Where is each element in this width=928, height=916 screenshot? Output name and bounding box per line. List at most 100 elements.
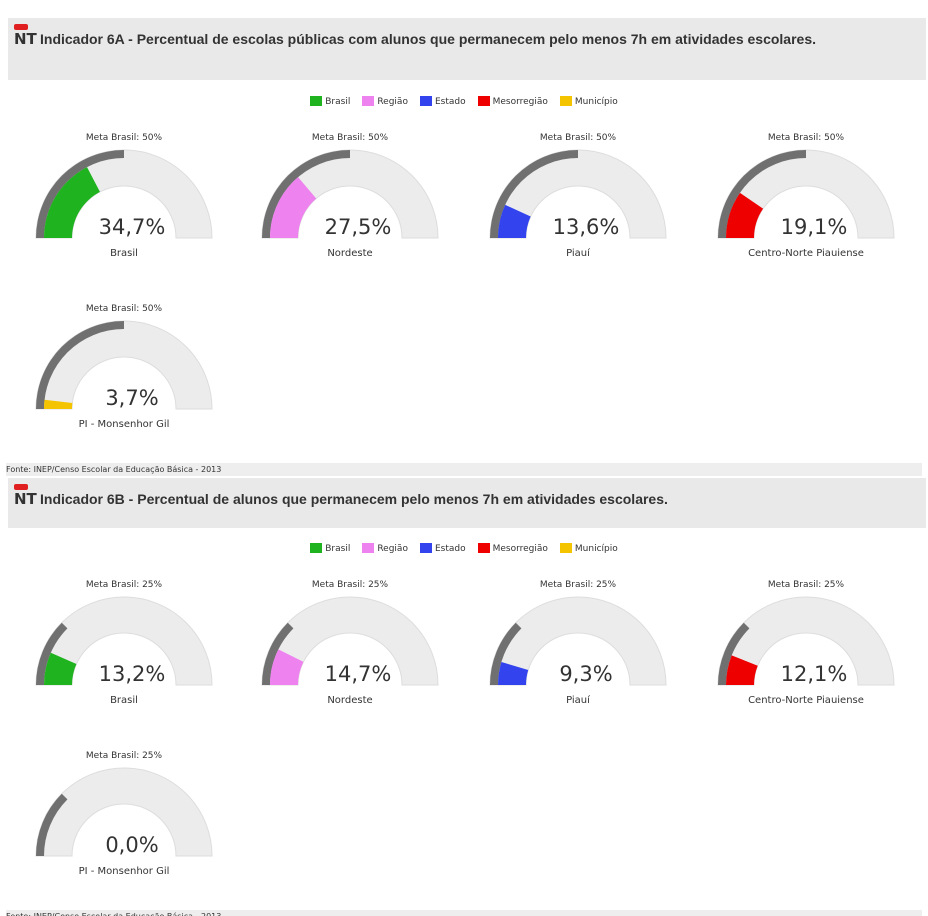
goal-arc <box>490 622 522 685</box>
goal-label: Meta Brasil: 50% <box>86 133 163 143</box>
goal-label: Meta Brasil: 25% <box>312 580 389 590</box>
gauge-name: Piauí <box>566 694 591 706</box>
legend-item: Brasil <box>310 543 351 554</box>
goal-arc <box>36 793 68 856</box>
gauge-name: Brasil <box>110 248 138 259</box>
gauge-value <box>498 204 531 238</box>
legend-item: Região <box>362 96 408 107</box>
goal-arc <box>718 622 750 685</box>
legend-label: Brasil <box>325 96 351 107</box>
gauge-name: Brasil <box>110 695 138 706</box>
value-label: 12,1% <box>781 662 848 686</box>
gauge-track <box>261 596 439 686</box>
gauge-value <box>44 399 73 409</box>
gauge: Meta Brasil: 50% 34,7% Brasil <box>35 133 213 259</box>
gauge-track <box>35 596 213 686</box>
gauge: Meta Brasil: 25% 9,3% Piauí <box>489 580 667 706</box>
goal-label: Meta Brasil: 50% <box>312 133 389 143</box>
gauge-track <box>489 596 667 686</box>
value-label: 14,7% <box>325 662 392 686</box>
legend-swatch <box>559 96 572 106</box>
legend-swatch <box>559 543 572 553</box>
gauge-name: PI - Monsenhor Gil <box>79 419 170 430</box>
goal-label: Meta Brasil: 25% <box>86 580 163 590</box>
goal-arc <box>36 150 124 238</box>
goal-label: Meta Brasil: 25% <box>540 580 617 590</box>
badge-new <box>14 24 28 30</box>
legend-swatch <box>477 96 490 106</box>
value-label: 9,3% <box>559 662 612 686</box>
value-label: 19,1% <box>781 215 848 239</box>
gauge: Meta Brasil: 25% 13,2% Brasil <box>35 580 213 706</box>
goal-label: Meta Brasil: 50% <box>86 304 163 314</box>
goal-label: Meta Brasil: 50% <box>768 133 845 143</box>
legend-swatch <box>362 543 375 553</box>
legend-item: Município <box>559 96 618 107</box>
legend-item: Região <box>362 543 408 554</box>
badge-new <box>14 484 28 490</box>
gauge-value <box>498 661 529 685</box>
legend-swatch <box>310 543 323 553</box>
value-label: 34,7% <box>99 215 166 239</box>
legend-label: Brasil <box>325 543 351 554</box>
legend-swatch <box>362 96 375 106</box>
gauge-name: Nordeste <box>327 248 372 259</box>
legend-label: Mesorregião <box>492 96 548 107</box>
badge-text: NT <box>14 30 37 48</box>
gauge-value <box>726 655 758 685</box>
legend-label: Região <box>377 543 408 554</box>
gauge-track <box>717 596 895 686</box>
section-header: NT Indicador 6B - Percentual de alunos qu… <box>8 478 926 528</box>
legend-label: Município <box>574 543 618 554</box>
badge-text: NT <box>14 490 37 508</box>
legend-item: Município <box>559 543 618 554</box>
goal-arc <box>262 622 294 685</box>
gauge: Meta Brasil: 50% 13,6% Piauí <box>489 133 667 259</box>
gauge: Meta Brasil: 25% 12,1% Centro-Norte Piauie… <box>717 580 895 706</box>
legend: Brasil Região Estado Mesorregião Município <box>0 543 928 554</box>
goal-arc <box>262 150 350 238</box>
gauge-name: Centro-Norte Piauiense <box>748 695 864 706</box>
gauge-name: Nordeste <box>327 695 372 706</box>
goal-arc <box>36 622 68 685</box>
section-title: Indicador 6B - Percentual de alunos que … <box>40 491 668 507</box>
source-note: Fonte: INEP/Censo Escolar da Educação Bá… <box>6 910 922 916</box>
goal-arc <box>490 150 578 238</box>
goal-label: Meta Brasil: 25% <box>86 751 163 761</box>
value-label: 0,0% <box>105 833 158 857</box>
legend-item: Brasil <box>310 96 351 107</box>
gauge-name: Centro-Norte Piauiense <box>748 248 864 259</box>
gauge-value <box>270 649 304 685</box>
legend-item: Mesorregião <box>477 543 548 554</box>
legend-label: Estado <box>434 543 466 554</box>
gauge-value <box>44 167 100 238</box>
legend-item: Estado <box>419 96 466 107</box>
value-label: 27,5% <box>325 215 392 239</box>
gauge: Meta Brasil: 25% 0,0% PI - Monsenhor Gil <box>35 751 213 877</box>
goal-label: Meta Brasil: 25% <box>768 580 845 590</box>
gauge: Meta Brasil: 50% 3,7% PI - Monsenhor Gil <box>35 304 213 430</box>
gauge-value <box>44 652 77 685</box>
gauge-value <box>270 177 317 238</box>
badge: NT <box>14 484 38 508</box>
section-title: Indicador 6A - Percentual de escolas púb… <box>40 31 816 47</box>
value-label: 13,2% <box>99 662 166 686</box>
legend-swatch <box>310 96 323 106</box>
section-header: NT Indicador 6A - Percentual de escolas p… <box>8 18 926 80</box>
gauge-value <box>726 192 764 238</box>
legend-item: Estado <box>419 543 466 554</box>
goal-arc <box>718 150 806 238</box>
goal-arc <box>36 321 124 409</box>
value-label: 13,6% <box>553 215 620 239</box>
legend-item: Mesorregião <box>477 96 548 107</box>
legend-label: Estado <box>434 96 466 107</box>
gauge: Meta Brasil: 50% 27,5% Nordeste <box>261 133 439 259</box>
source-note: Fonte: INEP/Censo Escolar da Educação Bá… <box>6 463 922 476</box>
gauge: Meta Brasil: 25% 14,7% Nordeste <box>261 580 439 706</box>
legend-swatch <box>419 543 432 553</box>
legend-label: Região <box>377 96 408 107</box>
value-label: 3,7% <box>105 386 158 410</box>
legend-label: Mesorregião <box>492 543 548 554</box>
legend-swatch <box>419 96 432 106</box>
